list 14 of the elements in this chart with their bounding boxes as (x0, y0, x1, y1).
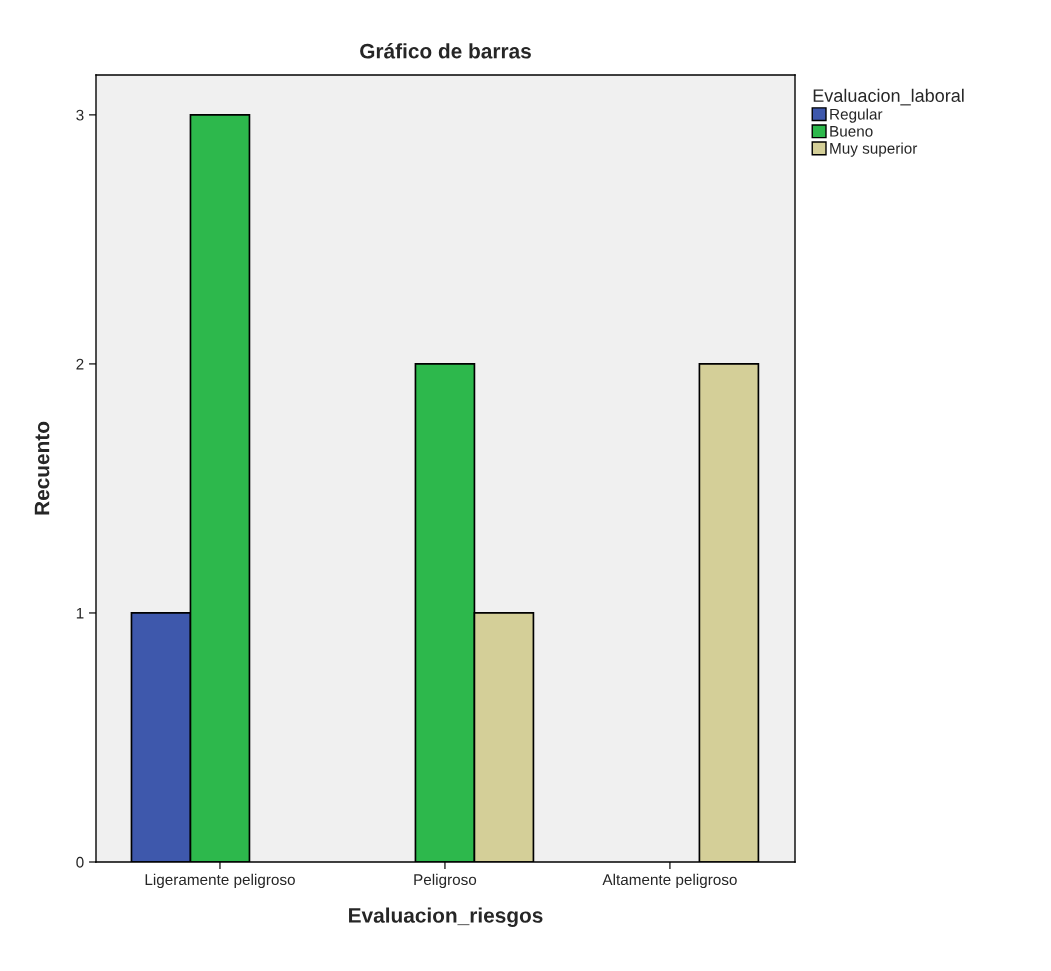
legend-label: Regular (830, 108, 883, 123)
y-tick-label: 2 (76, 358, 84, 370)
y-tick-label: 0 (76, 856, 84, 868)
x-tick-label: Ligeramente peligroso (145, 873, 295, 889)
legend-label: Muy superior (830, 142, 918, 157)
legend-title: Evaluacion_laboral (813, 88, 964, 106)
chart-title: Gráfico de barras (360, 43, 531, 59)
x-tick-label: Peligroso (414, 873, 477, 889)
y-tick-label: 1 (76, 607, 84, 619)
y-tick-label: 3 (76, 109, 84, 121)
y-axis-title: Recuento (34, 421, 50, 515)
x-axis-title: Evaluacion_riesgos (349, 907, 543, 927)
legend-label: Bueno (830, 126, 873, 137)
x-tick-label: Altamente peligroso (602, 873, 737, 889)
